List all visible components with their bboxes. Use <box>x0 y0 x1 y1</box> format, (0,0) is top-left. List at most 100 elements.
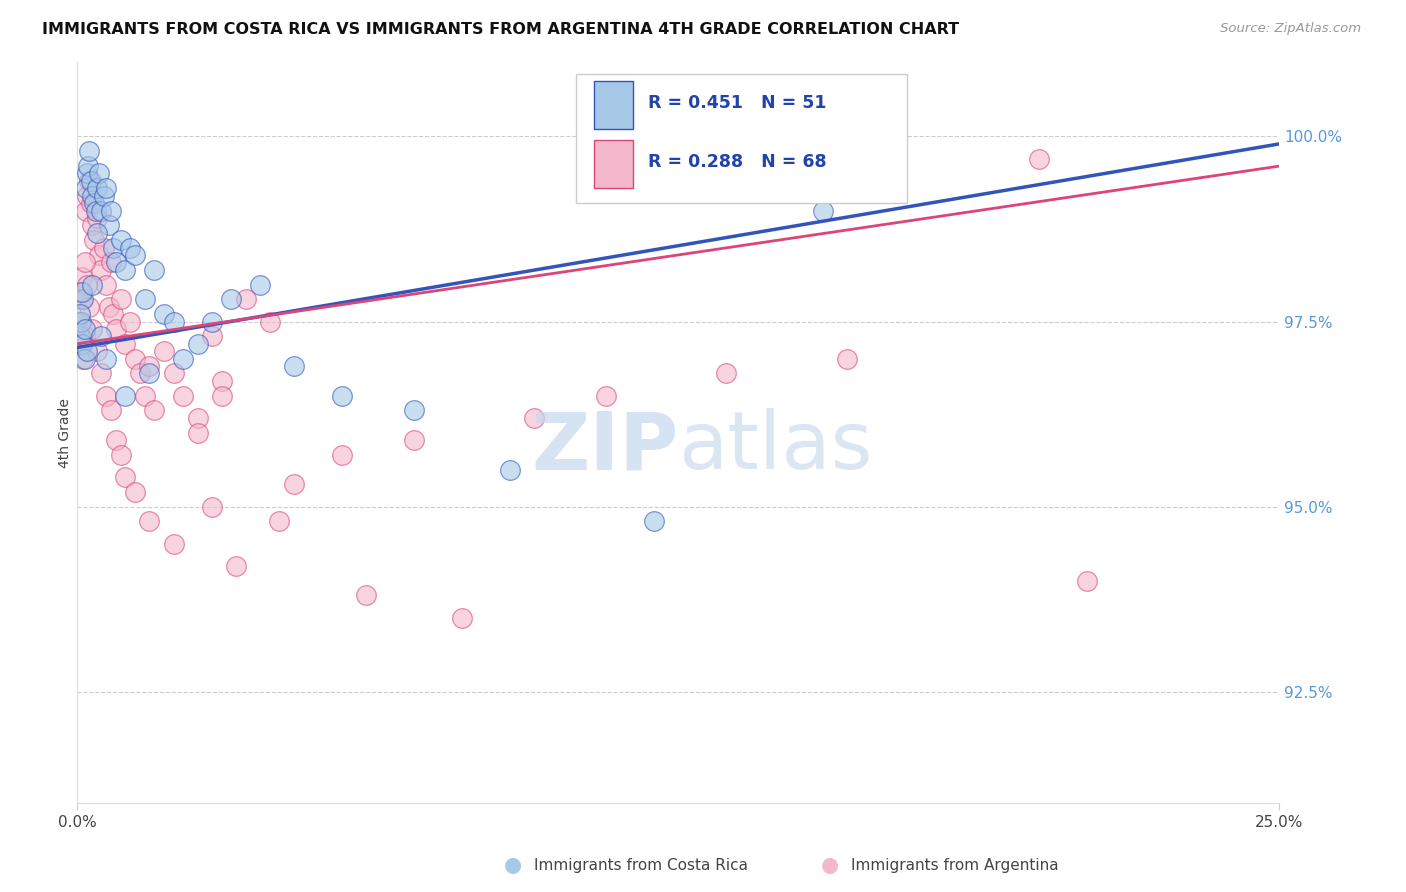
Point <box>128 367 150 381</box>
Point <box>93 188 115 202</box>
Point <box>201 314 224 328</box>
Point <box>86 181 108 195</box>
FancyBboxPatch shape <box>576 73 907 203</box>
Point <box>69 307 91 321</box>
Point <box>330 388 353 402</box>
Point <box>87 166 110 180</box>
Text: ●: ● <box>505 855 522 875</box>
Point <box>211 374 233 388</box>
Point <box>187 425 209 440</box>
Point <box>104 322 127 336</box>
Point <box>225 558 247 573</box>
Point <box>523 410 546 425</box>
Point <box>153 344 176 359</box>
Point <box>1028 152 1050 166</box>
Point <box>73 351 96 366</box>
Text: ZIP: ZIP <box>531 409 679 486</box>
Point <box>76 277 98 292</box>
Point <box>72 351 94 366</box>
Point <box>330 448 353 462</box>
Point <box>70 285 93 299</box>
Point <box>70 293 93 307</box>
Point <box>201 500 224 514</box>
Point <box>103 307 125 321</box>
Point <box>80 277 103 292</box>
Point <box>201 329 224 343</box>
Y-axis label: 4th Grade: 4th Grade <box>58 398 72 467</box>
Point <box>96 181 118 195</box>
Point <box>69 314 91 328</box>
Point <box>93 240 115 254</box>
Point <box>110 233 132 247</box>
Point <box>100 403 122 417</box>
Point <box>187 336 209 351</box>
Point <box>211 388 233 402</box>
Point <box>90 203 112 218</box>
Point <box>499 462 522 476</box>
Text: ●: ● <box>821 855 838 875</box>
Point <box>114 262 136 277</box>
Point <box>187 410 209 425</box>
Point <box>103 240 125 254</box>
Point <box>283 477 305 491</box>
Point <box>73 322 96 336</box>
Point <box>114 470 136 484</box>
Point <box>134 388 156 402</box>
Point <box>70 314 93 328</box>
Point <box>249 277 271 292</box>
Point <box>138 359 160 373</box>
Point <box>104 433 127 447</box>
Point <box>354 589 377 603</box>
Text: Immigrants from Costa Rica: Immigrants from Costa Rica <box>534 858 748 872</box>
Point <box>90 367 112 381</box>
Point <box>79 300 101 314</box>
Point <box>87 248 110 262</box>
Point <box>153 307 176 321</box>
Point <box>86 211 108 225</box>
Point <box>97 300 120 314</box>
Point <box>172 388 194 402</box>
Point <box>69 285 91 299</box>
Point <box>143 403 166 417</box>
Point <box>75 203 97 218</box>
Point <box>143 262 166 277</box>
Point <box>402 433 425 447</box>
Point <box>269 515 291 529</box>
Text: Source: ZipAtlas.com: Source: ZipAtlas.com <box>1220 22 1361 36</box>
Text: R = 0.288   N = 68: R = 0.288 N = 68 <box>648 153 827 171</box>
Point <box>97 219 120 233</box>
Point <box>595 388 617 402</box>
Point <box>73 329 96 343</box>
Point <box>120 314 142 328</box>
Point <box>70 270 93 285</box>
Point <box>259 314 281 328</box>
Text: IMMIGRANTS FROM COSTA RICA VS IMMIGRANTS FROM ARGENTINA 4TH GRADE CORRELATION CH: IMMIGRANTS FROM COSTA RICA VS IMMIGRANTS… <box>42 22 959 37</box>
Point <box>80 322 103 336</box>
Point <box>138 515 160 529</box>
Text: R = 0.451   N = 51: R = 0.451 N = 51 <box>648 95 827 112</box>
Point <box>124 248 146 262</box>
Point <box>162 314 184 328</box>
Point <box>162 536 184 550</box>
Point <box>134 293 156 307</box>
Point <box>1076 574 1098 588</box>
Point <box>110 293 132 307</box>
Text: Immigrants from Argentina: Immigrants from Argentina <box>851 858 1059 872</box>
Point <box>73 255 96 269</box>
Text: atlas: atlas <box>679 409 873 486</box>
Bar <box>595 140 633 188</box>
Point <box>283 359 305 373</box>
Point <box>835 351 858 366</box>
Point <box>80 188 103 202</box>
Point <box>235 293 257 307</box>
Point <box>120 240 142 254</box>
Point <box>219 293 242 307</box>
Point <box>104 255 127 269</box>
Point <box>114 388 136 402</box>
Point <box>716 367 738 381</box>
Point <box>100 255 122 269</box>
Point <box>96 388 118 402</box>
Point <box>451 610 474 624</box>
Point <box>72 293 94 307</box>
Point <box>69 329 91 343</box>
